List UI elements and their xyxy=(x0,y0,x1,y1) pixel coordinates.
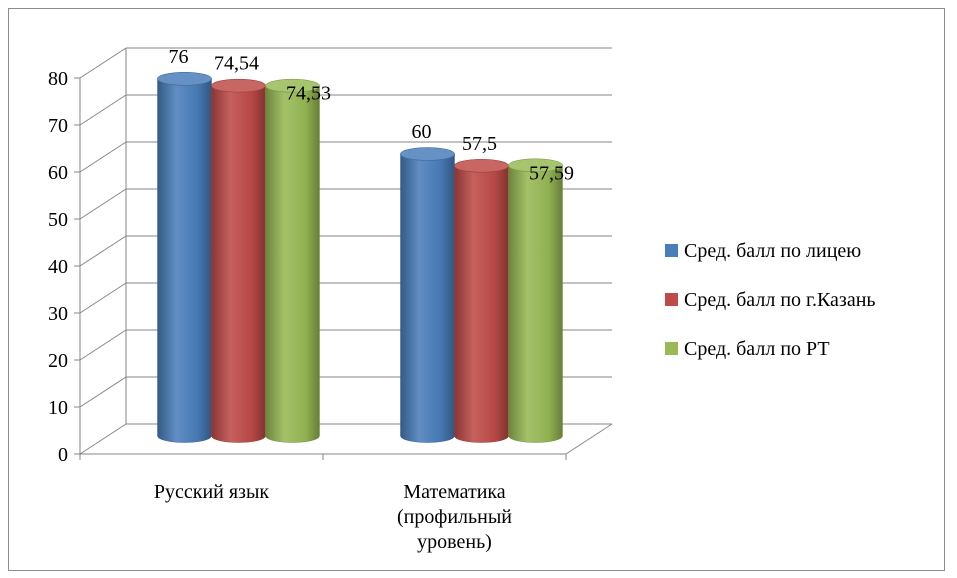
data-label: 76 xyxy=(169,46,189,68)
legend-label-1: Сред. балл по лицею xyxy=(684,240,861,262)
bar-top-2-1 xyxy=(211,78,266,93)
gridline-side xyxy=(79,376,127,408)
gridline-side xyxy=(79,188,127,220)
floor-right-edge xyxy=(565,423,613,455)
gridline-side xyxy=(79,235,127,267)
bar-2-2 xyxy=(454,165,509,443)
legend-label-3: Сред. балл по РТ xyxy=(684,338,830,360)
bar-top-1-2 xyxy=(400,147,455,161)
bar-top-3-2 xyxy=(508,158,563,173)
bar-top-1-1 xyxy=(157,72,212,86)
data-label: 60 xyxy=(412,121,432,143)
data-label: 57,59 xyxy=(529,162,574,184)
legend-swatch-3 xyxy=(665,342,678,355)
y-tick-label: 60 xyxy=(48,162,68,184)
y-tick-label: 20 xyxy=(48,350,68,372)
y-tick-label: 0 xyxy=(58,444,68,466)
gridline-side xyxy=(79,141,127,173)
x-category-label: уровень) xyxy=(417,531,492,553)
legend-label-2: Сред. балл по г.Казань xyxy=(684,289,876,311)
gridline-side xyxy=(79,47,127,79)
y-tick-label: 10 xyxy=(48,397,68,419)
bar-3-2 xyxy=(508,165,563,443)
x-category-label: Русский язык xyxy=(154,481,270,503)
legend-swatch-2 xyxy=(665,293,678,306)
legend-swatch-1 xyxy=(665,244,678,257)
gridline-side xyxy=(79,94,127,126)
bar-2-1 xyxy=(211,85,266,443)
bar-1-2 xyxy=(400,153,455,443)
y-tick-label: 70 xyxy=(48,115,68,137)
y-tick-label: 50 xyxy=(48,209,68,231)
data-label: 74,54 xyxy=(214,53,259,75)
data-label: 57,5 xyxy=(462,133,497,155)
bar-top-3-1 xyxy=(265,78,320,93)
gridline-side xyxy=(79,282,127,314)
x-category-label: Математика xyxy=(403,481,505,503)
gridline-side xyxy=(79,329,127,361)
x-category-label: (профильный xyxy=(397,506,512,528)
bar-1-1 xyxy=(157,78,212,443)
y-tick-label: 40 xyxy=(48,256,68,278)
bar-top-2-2 xyxy=(454,158,509,173)
data-label: 74,53 xyxy=(286,83,331,105)
bar-3-1 xyxy=(265,85,320,443)
gridline-side xyxy=(79,423,127,455)
y-tick-label: 30 xyxy=(48,303,68,325)
y-tick-label: 80 xyxy=(48,68,68,90)
